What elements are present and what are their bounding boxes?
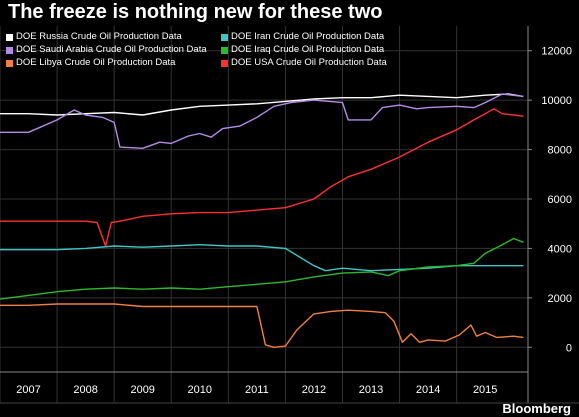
legend-label: DOE USA Crude Oil Production Data <box>231 57 387 68</box>
legend-label: DOE Saudi Arabia Crude Oil Production Da… <box>16 44 207 55</box>
y-tick-label: 12000 <box>541 46 572 58</box>
legend-label: DOE Iran Crude Oil Production Data <box>231 31 385 42</box>
legend-label: DOE Libya Crude Oil Production Data <box>16 57 176 68</box>
chart-title: The freeze is nothing new for these two <box>8 1 383 23</box>
legend-item: DOE Libya Crude Oil Production Data <box>6 57 221 69</box>
x-tick-label: 2009 <box>130 384 154 396</box>
legend-swatch <box>221 59 228 67</box>
legend-label: DOE Iraq Crude Oil Production Data <box>231 44 385 55</box>
legend-item: DOE Saudi Arabia Crude Oil Production Da… <box>6 44 221 56</box>
x-tick-label: 2013 <box>359 384 383 396</box>
y-tick-label: 0 <box>566 342 572 354</box>
series-line-4 <box>0 303 524 348</box>
legend: DOE Russia Crude Oil Production Data DOE … <box>6 31 426 69</box>
y-tick-label: 6000 <box>548 194 572 206</box>
legend-swatch <box>6 33 13 41</box>
x-tick-label: 2012 <box>302 384 326 396</box>
legend-item: DOE Iraq Crude Oil Production Data <box>221 44 421 56</box>
x-tick-label: 2008 <box>73 384 97 396</box>
legend-swatch <box>221 46 228 54</box>
legend-swatch <box>221 33 228 41</box>
x-tick-label: 2014 <box>416 384 440 396</box>
legend-item: DOE Iran Crude Oil Production Data <box>221 31 421 43</box>
series-line-3 <box>0 237 524 300</box>
axis-frame <box>0 26 579 404</box>
y-tick-label: 10000 <box>541 95 572 107</box>
y-tick-labels: 0 2000 4000 6000 8000 10000 12000 <box>541 46 572 355</box>
series-line-2 <box>0 93 524 150</box>
legend-item: DOE USA Crude Oil Production Data <box>221 57 421 69</box>
legend-swatch <box>6 46 13 54</box>
series-line-0 <box>0 93 524 116</box>
x-tick-label: 2011 <box>245 384 269 396</box>
x-tick-label: 2010 <box>188 384 212 396</box>
legend-item: DOE Russia Crude Oil Production Data <box>6 31 221 43</box>
x-tick-label: 2015 <box>473 384 497 396</box>
legend-label: DOE Russia Crude Oil Production Data <box>16 31 182 42</box>
legend-swatch <box>6 59 13 67</box>
series-layer <box>0 93 524 348</box>
x-tick-label: 2007 <box>16 384 40 396</box>
x-tick-labels: 2007 2008 2009 2010 2011 2012 2013 2014 2015 <box>16 384 497 396</box>
grid-layer <box>0 26 528 403</box>
y-tick-label: 2000 <box>548 293 572 305</box>
brand-logo: Bloomberg <box>502 401 571 416</box>
series-line-5 <box>0 108 524 247</box>
y-tick-label: 4000 <box>548 243 572 255</box>
y-tick-label: 8000 <box>548 145 572 157</box>
